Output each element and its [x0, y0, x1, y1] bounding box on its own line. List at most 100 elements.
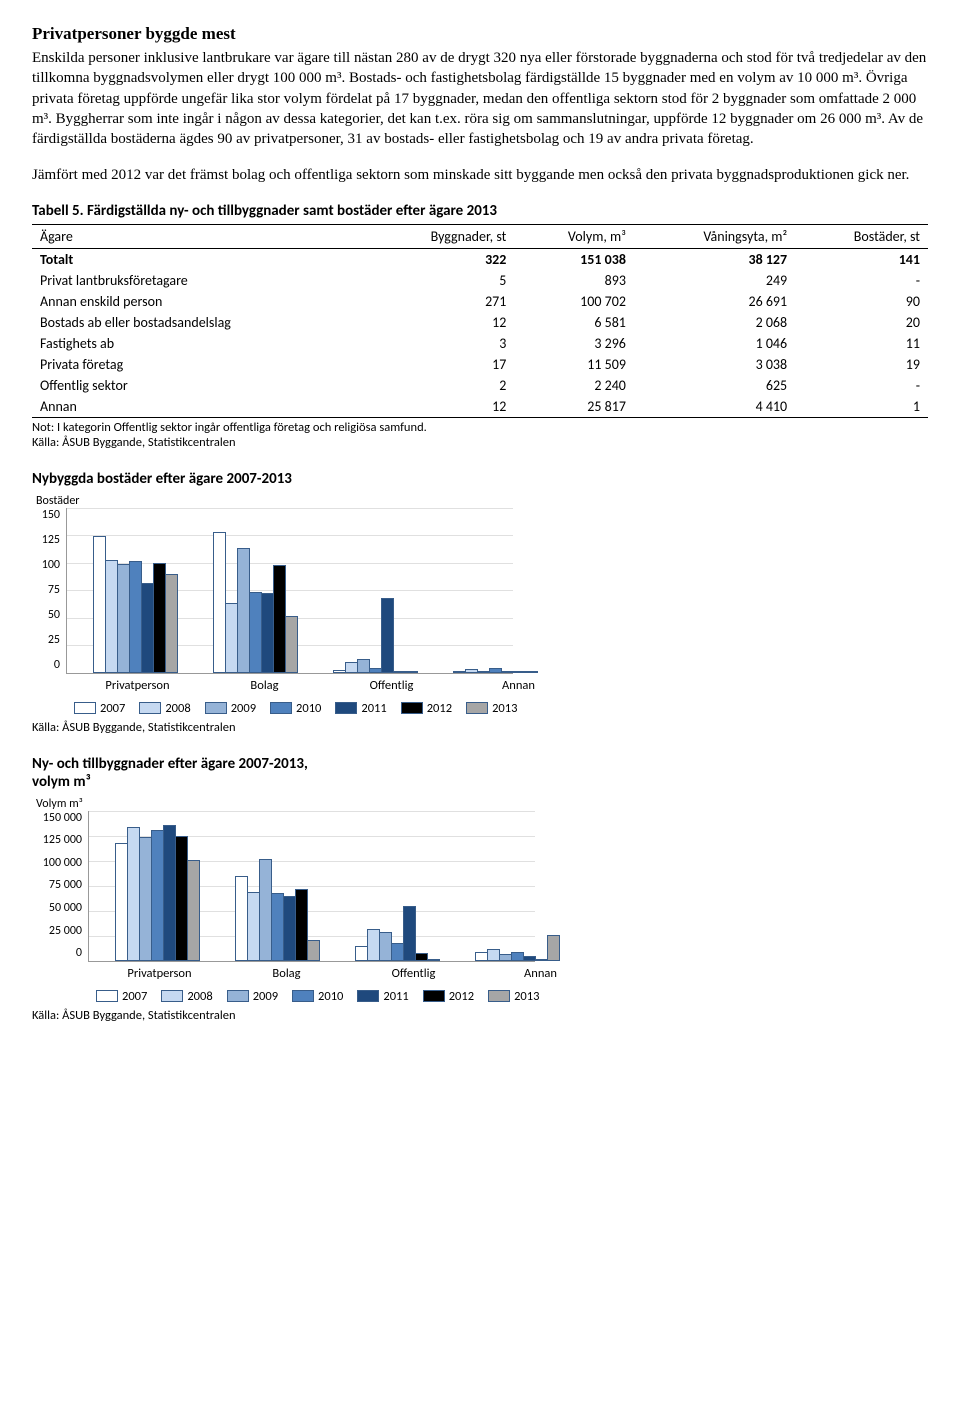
- legend-item: 2007: [74, 701, 125, 716]
- table-row: Offentlig sektor22 240625-: [32, 375, 928, 396]
- legend-item: 2013: [466, 701, 517, 716]
- table-cell: Totalt: [32, 248, 366, 270]
- table-cell: 5: [366, 270, 514, 291]
- table-cell: Annan: [32, 396, 366, 418]
- ytick-label: 0: [54, 658, 60, 672]
- chart-2-plot: [88, 811, 535, 962]
- table-row: Totalt322151 03838 127141: [32, 248, 928, 270]
- legend-item: 2008: [161, 989, 212, 1004]
- legend-label: 2010: [296, 701, 321, 716]
- legend-label: 2010: [318, 989, 343, 1004]
- table-cell: 12: [366, 312, 514, 333]
- legend-label: 2011: [361, 701, 386, 716]
- legend-label: 2009: [231, 701, 256, 716]
- table-cell: 1 046: [634, 333, 795, 354]
- legend-label: 2007: [100, 701, 125, 716]
- ytick-label: 50: [48, 608, 60, 622]
- bar: [285, 616, 298, 672]
- bar-group: [115, 825, 199, 961]
- table-cell: 20: [795, 312, 928, 333]
- chart-1-yaxis: 1501251007550250: [32, 508, 66, 673]
- legend-label: 2008: [165, 701, 190, 716]
- bar-group: [453, 668, 537, 672]
- legend-swatch: [227, 990, 249, 1002]
- legend-item: 2012: [423, 989, 474, 1004]
- chart-2-yaxis: 150 000125 000100 00075 00050 00025 0000: [32, 811, 88, 961]
- table-cell: 26 691: [634, 291, 795, 312]
- legend-item: 2011: [335, 701, 386, 716]
- legend-label: 2007: [122, 989, 147, 1004]
- legend-swatch: [139, 702, 161, 714]
- bar: [165, 574, 178, 673]
- table-cell: 6 581: [514, 312, 634, 333]
- ytick-label: 100: [42, 558, 60, 572]
- chart-2-xaxis: PrivatpersonBolagOffentligAnnan: [32, 966, 928, 981]
- table-cell: 19: [795, 354, 928, 375]
- table-cell: 1: [795, 396, 928, 418]
- xtick-label: Offentlig: [328, 678, 455, 693]
- table-source: Källa: ÅSUB Byggande, Statistikcentralen: [32, 435, 928, 450]
- legend-swatch: [96, 990, 118, 1002]
- bar-group: [333, 598, 417, 673]
- table-header: Våningsyta, m²: [634, 224, 795, 248]
- bar: [525, 671, 538, 673]
- chart-2: Ny- och tillbyggnader efter ägare 2007-2…: [32, 755, 928, 1004]
- bar: [405, 671, 418, 673]
- ytick-label: 25 000: [49, 924, 82, 938]
- xtick-label: Annan: [477, 966, 604, 981]
- legend-item: 2007: [96, 989, 147, 1004]
- legend-swatch: [423, 990, 445, 1002]
- ytick-label: 150 000: [43, 811, 82, 825]
- table-title: Tabell 5. Färdigställda ny- och tillbygg…: [32, 202, 928, 220]
- table-cell: 3: [366, 333, 514, 354]
- table-cell: 4 410: [634, 396, 795, 418]
- bar-group: [235, 859, 319, 961]
- ytick-label: 75: [48, 583, 60, 597]
- chart-1-title: Nybyggda bostäder efter ägare 2007-2013: [32, 470, 928, 488]
- body-paragraph-1: Enskilda personer inklusive lantbrukare …: [32, 48, 928, 149]
- table-cell: 151 038: [514, 248, 634, 270]
- chart-1-source: Källa: ÅSUB Byggande, Statistikcentralen: [32, 720, 928, 735]
- chart-1-plot: [66, 508, 513, 674]
- table-cell: 11 509: [514, 354, 634, 375]
- xtick-label: Bolag: [223, 966, 350, 981]
- table-cell: Privat lantbruksföretagare: [32, 270, 366, 291]
- legend-swatch: [74, 702, 96, 714]
- bar-group: [93, 536, 177, 672]
- chart-2-ylabel: Volym m³: [36, 797, 928, 811]
- ytick-label: 50 000: [49, 901, 82, 915]
- legend-swatch: [292, 990, 314, 1002]
- table-row: Privat lantbruksföretagare5893249-: [32, 270, 928, 291]
- data-table: ÄgareByggnader, stVolym, m³Våningsyta, m…: [32, 224, 928, 418]
- table-header: Bostäder, st: [795, 224, 928, 248]
- body-paragraph-2: Jämfört med 2012 var det främst bolag oc…: [32, 165, 928, 185]
- table-row: Annan1225 8174 4101: [32, 396, 928, 418]
- table-cell: 17: [366, 354, 514, 375]
- xtick-label: Privatperson: [74, 678, 201, 693]
- table-cell: Bostads ab eller bostadsandelslag: [32, 312, 366, 333]
- table-cell: 3 296: [514, 333, 634, 354]
- table-cell: Fastighets ab: [32, 333, 366, 354]
- bar: [427, 959, 440, 961]
- table-cell: Privata företag: [32, 354, 366, 375]
- table-cell: 3 038: [634, 354, 795, 375]
- ytick-label: 100 000: [43, 856, 82, 870]
- legend-item: 2013: [488, 989, 539, 1004]
- legend-swatch: [401, 702, 423, 714]
- ytick-label: 125 000: [43, 833, 82, 847]
- table-cell: 271: [366, 291, 514, 312]
- xtick-label: Offentlig: [350, 966, 477, 981]
- table-cell: 90: [795, 291, 928, 312]
- table-cell: -: [795, 375, 928, 396]
- legend-swatch: [205, 702, 227, 714]
- legend-item: 2011: [357, 989, 408, 1004]
- table-cell: 249: [634, 270, 795, 291]
- legend-label: 2008: [187, 989, 212, 1004]
- table-cell: 11: [795, 333, 928, 354]
- legend-swatch: [335, 702, 357, 714]
- chart-2-title: Ny- och tillbyggnader efter ägare 2007-2…: [32, 755, 342, 791]
- legend-item: 2008: [139, 701, 190, 716]
- bar: [307, 940, 320, 961]
- table-header: Ägare: [32, 224, 366, 248]
- chart-1-ylabel: Bostäder: [36, 494, 928, 508]
